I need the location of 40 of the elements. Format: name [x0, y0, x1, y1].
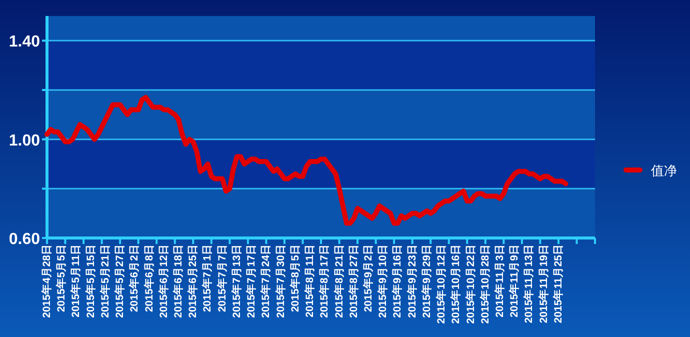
x-tick-label: 2015年7月17日	[244, 244, 258, 318]
x-tick-label: 2015年7月7日	[215, 244, 228, 312]
x-tick-label: 2015年7月13日	[230, 244, 243, 318]
x-tick-label: 2015年9月2日	[361, 244, 374, 312]
x-tick-label: 2015年7月1日	[200, 244, 214, 312]
x-tick-label: 2015年8月11日	[303, 244, 316, 318]
x-tick-label: 2015年11月19日	[536, 244, 550, 324]
y-tick-label: 1.40	[8, 34, 40, 51]
x-tick-label: 2015年9月16日	[390, 244, 404, 318]
y-tick-label: 0.60	[8, 231, 40, 248]
x-tick-label: 2015年10月28日	[478, 244, 492, 324]
x-tick-label: 2015年10月22日	[464, 244, 477, 324]
x-tick-label: 2015年4月28日	[40, 244, 53, 318]
x-tick-label: 2015年9月10日	[376, 244, 390, 318]
x-tick-label: 2015年5月27日	[113, 244, 126, 318]
x-tick-label: 2015年5月5日	[54, 244, 68, 312]
x-tick-label: 2015年8月17日	[318, 244, 331, 318]
y-tick-label: 1.00	[8, 132, 40, 150]
x-tick-label: 2015年10月16日	[449, 244, 462, 324]
x-tick-label: 2015年5月15日	[84, 244, 97, 318]
x-tick-label: 2015年9月23日	[405, 244, 418, 318]
x-tick-label: 2015年11月25日	[551, 244, 564, 324]
x-tick-label: 2015年5月21日	[98, 244, 112, 318]
x-tick-label: 2015年8月5日	[288, 244, 302, 312]
x-tick-label: 2015年8月21日	[332, 244, 346, 318]
x-tick-label: 2015年5月11日	[69, 244, 82, 318]
x-tick-label: 2015年6月2日	[128, 244, 141, 312]
x-tick-label: 2015年7月30日	[274, 244, 287, 318]
legend-label: 值净	[651, 163, 677, 178]
x-tick-label: 2015年8月27日	[346, 244, 360, 318]
x-tick-label: 2015年10月12日	[434, 244, 448, 324]
x-tick-label: 2015年11月9日	[508, 244, 521, 318]
x-tick-label: 2015年11月3日	[493, 244, 506, 318]
x-tick-label: 2015年11月13日	[522, 244, 536, 324]
x-tick-label: 2015年6月8日	[142, 244, 156, 312]
x-tick-label: 2015年7月24日	[259, 244, 272, 318]
x-tick-label: 2015年9月29日	[420, 244, 433, 318]
x-tick-label: 2015年6月12日	[156, 244, 170, 318]
x-tick-label: 2015年6月25日	[186, 244, 200, 318]
x-tick-label: 2015年6月18日	[172, 244, 185, 318]
